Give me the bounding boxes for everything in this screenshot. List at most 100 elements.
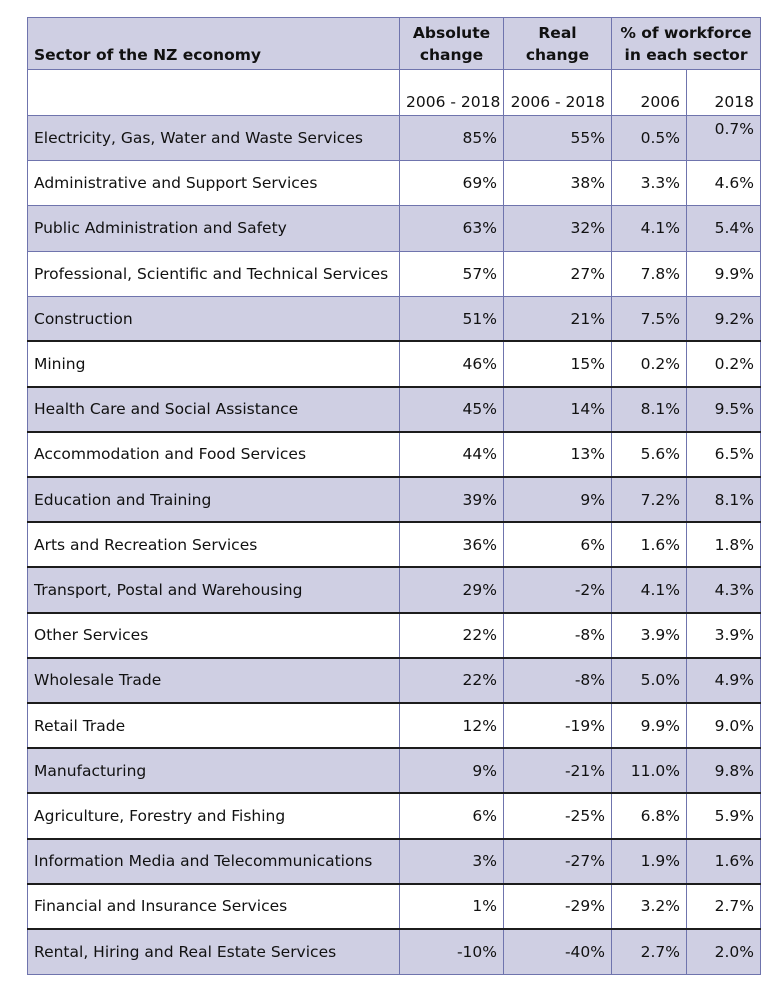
workforce-2018-cell: 4.3% [686,566,761,614]
absolute-change-cell: 85% [399,114,504,162]
absolute-change-cell: 3% [399,837,504,885]
real-change-cell: -40% [503,927,612,975]
workforce-2018-cell: 8.1% [686,475,761,523]
absolute-change-cell: 6% [399,792,504,840]
absolute-change-cell: 51% [399,295,504,342]
table-row: Health Care and Social Assistance 45% 14% 8… [27,385,761,433]
sector-cell: Financial and Insurance Services [27,882,400,930]
workforce-share-header: % of workforce in each sector [611,17,761,70]
real-change-header-line1: Real [538,24,577,42]
workforce-2006-cell: 9.9% [611,701,687,749]
sector-cell: Arts and Recreation Services [27,521,400,568]
real-period-header: 2006 - 2018 [503,69,612,116]
sector-cell: Retail Trade [27,701,400,749]
workforce-2006-cell: 6.8% [611,792,687,840]
real-change-cell: -19% [503,701,612,749]
workforce-2006-cell: 3.2% [611,882,687,930]
workforce-2006-cell: 5.6% [611,430,687,478]
absolute-change-cell: 44% [399,430,504,478]
sector-change-table: Sector of the NZ economy Absolute change… [27,17,761,975]
workforce-share-header-line1: % of workforce [620,24,752,42]
table-row: Mining 46% 15% 0.2% 0.2% [27,340,761,388]
real-change-header: Real change [503,17,612,70]
workforce-2006-cell: 4.1% [611,205,687,252]
period-blank-cell [27,69,400,116]
sector-cell: Wholesale Trade [27,656,400,704]
workforce-2018-cell: 6.5% [686,430,761,478]
workforce-2018-cell: 5.4% [686,205,761,252]
workforce-2006-cell: 0.5% [611,114,687,162]
sector-cell: Construction [27,295,400,342]
table-row: Manufacturing 9% -21% 11.0% 9.8% [27,747,761,794]
sector-cell: Information Media and Telecommunications [27,837,400,885]
table-row: Other Services 22% -8% 3.9% 3.9% [27,611,761,659]
table-row: Administrative and Support Services 69% 38… [27,160,761,207]
workforce-2006-cell: 0.2% [611,340,687,388]
real-change-cell: 38% [503,160,612,207]
table-row: Financial and Insurance Services 1% -29% 3.… [27,882,761,930]
real-change-cell: -25% [503,792,612,840]
absolute-change-header-line2: change [419,46,484,64]
absolute-change-cell: 63% [399,205,504,252]
sector-cell: Education and Training [27,475,400,523]
header-row-titles: Sector of the NZ economy Absolute change… [27,17,761,70]
workforce-2018-cell: 2.7% [686,882,761,930]
workforce-2018-cell: 9.0% [686,701,761,749]
real-change-cell: -29% [503,882,612,930]
workforce-2018-cell: 9.5% [686,385,761,433]
absolute-change-cell: 12% [399,701,504,749]
workforce-2006-cell: 1.9% [611,837,687,885]
real-change-header-line2: change [525,46,590,64]
absolute-change-cell: 69% [399,160,504,207]
sector-cell: Electricity, Gas, Water and Waste Servic… [27,114,400,162]
absolute-change-cell: -10% [399,927,504,975]
real-change-cell: 9% [503,475,612,523]
absolute-change-header: Absolute change [399,17,504,70]
table-row: Arts and Recreation Services 36% 6% 1.6% 1.8… [27,521,761,568]
workforce-2018-cell: 9.2% [686,295,761,342]
workforce-2018-cell: 3.9% [686,611,761,659]
real-change-cell: -8% [503,656,612,704]
real-change-cell: -2% [503,566,612,614]
table-row: Retail Trade 12% -19% 9.9% 9.0% [27,701,761,749]
sector-cell: Agriculture, Forestry and Fishing [27,792,400,840]
real-change-cell: 55% [503,114,612,162]
workforce-2018-cell: 5.9% [686,792,761,840]
sector-cell: Accommodation and Food Services [27,430,400,478]
real-change-cell: 14% [503,385,612,433]
year-2018-header: 2018 [686,69,761,116]
sector-cell: Professional, Scientific and Technical S… [27,250,400,297]
real-change-cell: 6% [503,521,612,568]
absolute-change-cell: 46% [399,340,504,388]
workforce-2018-cell: 0.2% [686,340,761,388]
sector-change-table-container: Sector of the NZ economy Absolute change… [27,17,761,981]
absolute-change-cell: 45% [399,385,504,433]
table-row: Agriculture, Forestry and Fishing 6% -25% 6… [27,792,761,840]
sector-cell: Health Care and Social Assistance [27,385,400,433]
sector-cell: Administrative and Support Services [27,160,400,207]
real-change-cell: -21% [503,747,612,794]
workforce-2018-cell: 4.6% [686,160,761,207]
table-body: Electricity, Gas, Water and Waste Servic… [27,114,761,975]
workforce-2006-cell: 4.1% [611,566,687,614]
workforce-2006-cell: 11.0% [611,747,687,794]
real-change-cell: 13% [503,430,612,478]
absolute-change-cell: 1% [399,882,504,930]
table-row: Transport, Postal and Warehousing 29% -2% 4… [27,566,761,614]
workforce-2006-cell: 2.7% [611,927,687,975]
workforce-2018-cell: 1.8% [686,521,761,568]
workforce-2018-cell: 2.0% [686,927,761,975]
real-change-cell: -27% [503,837,612,885]
absolute-change-cell: 36% [399,521,504,568]
sector-cell: Rental, Hiring and Real Estate Services [27,927,400,975]
absolute-change-cell: 57% [399,250,504,297]
real-change-cell: 21% [503,295,612,342]
sector-cell: Manufacturing [27,747,400,794]
sector-cell: Mining [27,340,400,388]
absolute-change-cell: 39% [399,475,504,523]
sector-cell: Transport, Postal and Warehousing [27,566,400,614]
real-change-cell: -8% [503,611,612,659]
workforce-2018-cell: 9.8% [686,747,761,794]
year-2006-header: 2006 [611,69,687,116]
workforce-2006-cell: 8.1% [611,385,687,433]
